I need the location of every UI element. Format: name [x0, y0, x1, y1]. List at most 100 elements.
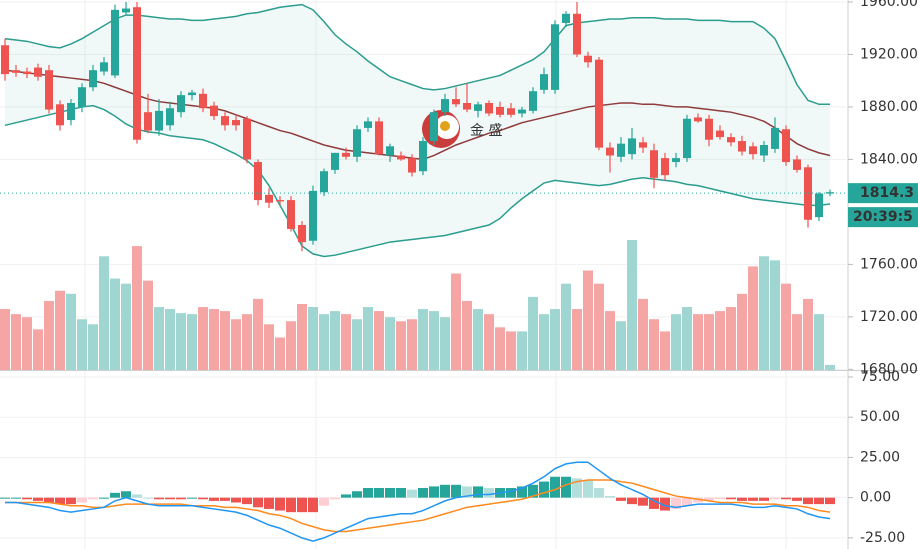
macd-histogram-bar	[759, 497, 769, 501]
macd-histogram-bar	[352, 491, 362, 498]
watermark-icon-dot	[440, 121, 450, 131]
candle-body	[188, 92, 196, 96]
volume-bar	[572, 309, 582, 370]
candle-body	[661, 158, 669, 176]
macd-histogram-bar	[770, 497, 780, 500]
last-price-label: 1814.3	[860, 185, 914, 201]
y-tick-label: 1920.00	[860, 46, 918, 62]
volume-bar	[352, 319, 362, 370]
volume-bar	[781, 283, 791, 370]
macd-histogram-bar	[528, 484, 538, 498]
volume-bar	[627, 240, 637, 370]
candle-body	[144, 112, 152, 131]
candle-body	[232, 120, 240, 126]
macd-histogram-bar	[264, 497, 274, 509]
volume-bar	[759, 256, 769, 370]
macd-histogram-bar	[154, 497, 164, 500]
macd-histogram-bar	[286, 497, 296, 513]
volume-bar	[44, 300, 54, 370]
volume-bar	[715, 311, 725, 370]
candle-body	[67, 102, 75, 121]
volume-bar	[671, 314, 681, 370]
volume-bar	[792, 314, 802, 370]
macd-histogram-bar	[462, 486, 472, 498]
volume-bar	[374, 311, 384, 370]
macd-histogram-bar	[77, 497, 87, 503]
macd-histogram-bar	[110, 492, 120, 498]
candle-body	[430, 112, 438, 142]
y-tick-label: 1880.00	[860, 99, 918, 115]
macd-histogram-bar	[704, 497, 714, 501]
candle-body	[45, 70, 53, 110]
candle-body	[111, 9, 119, 76]
volume-bar	[275, 337, 285, 370]
candle-body	[617, 143, 625, 157]
volume-bar	[176, 313, 186, 370]
candle-body	[551, 24, 559, 90]
volume-bar	[220, 311, 230, 370]
macd-histogram-bar	[121, 491, 131, 498]
candle-body	[78, 87, 86, 107]
volume-bar	[517, 331, 527, 370]
macd-histogram-bar	[561, 476, 571, 498]
macd-histogram-bar	[165, 497, 175, 500]
volume-bar	[583, 270, 593, 370]
candle-body	[210, 105, 218, 117]
y-tick-label: 25.00	[860, 449, 900, 465]
macd-histogram-bar	[396, 488, 406, 498]
candle-body	[782, 129, 790, 163]
volume-bar	[341, 314, 351, 370]
candle-body	[34, 67, 42, 77]
volume-bar	[154, 307, 164, 370]
candle-body	[485, 102, 493, 114]
macd-histogram-bar	[440, 484, 450, 498]
macd-histogram-bar	[88, 497, 98, 500]
volume-bar	[286, 321, 296, 370]
candle-body	[122, 8, 130, 13]
candle-body	[826, 192, 834, 194]
volume-bar	[22, 317, 32, 370]
candle-body	[386, 146, 394, 156]
macd-histogram-bar	[572, 478, 582, 498]
macd-histogram-bar	[209, 497, 219, 501]
volume-bar	[319, 314, 329, 370]
macd-histogram-bar	[671, 497, 681, 509]
macd-histogram-bar	[594, 488, 604, 498]
volume-bar	[11, 314, 21, 370]
candle-body	[408, 158, 416, 173]
volume-bar	[528, 296, 538, 370]
candle-body	[287, 200, 295, 229]
time-label: 20:39:5	[853, 209, 913, 225]
volume-bar	[418, 309, 428, 370]
volume-bar	[803, 298, 813, 370]
macd-histogram-bar	[682, 497, 692, 506]
volume-bar	[132, 246, 142, 370]
volume-bar	[0, 309, 10, 370]
volume-bar	[649, 319, 659, 370]
volume-bar	[605, 311, 615, 370]
candle-body	[353, 129, 361, 157]
candle-body	[738, 141, 746, 152]
macd-histogram-bar	[407, 489, 417, 498]
time-box	[848, 207, 918, 228]
candle-body	[89, 70, 97, 88]
macd-histogram-bar	[473, 486, 483, 498]
macd-histogram-bar	[220, 497, 230, 501]
macd-histogram-bar	[814, 497, 824, 505]
macd-histogram-bar	[539, 481, 549, 498]
macd-histogram-bar	[627, 497, 637, 505]
candle-body	[705, 118, 713, 140]
macd-histogram-bar	[737, 497, 747, 501]
y-tick-label: -25.00	[860, 530, 905, 546]
candle-body	[221, 116, 229, 126]
candle-body	[100, 62, 108, 72]
macd-histogram-bar	[484, 488, 494, 498]
volume-bar	[726, 307, 736, 370]
volume-bar	[561, 283, 571, 370]
macd-histogram-bar	[649, 497, 659, 509]
macd-histogram-bar	[748, 497, 758, 501]
candle-body	[573, 13, 581, 55]
macd-histogram-bar	[605, 496, 615, 498]
volume-bar	[462, 300, 472, 370]
candle-body	[166, 108, 174, 126]
